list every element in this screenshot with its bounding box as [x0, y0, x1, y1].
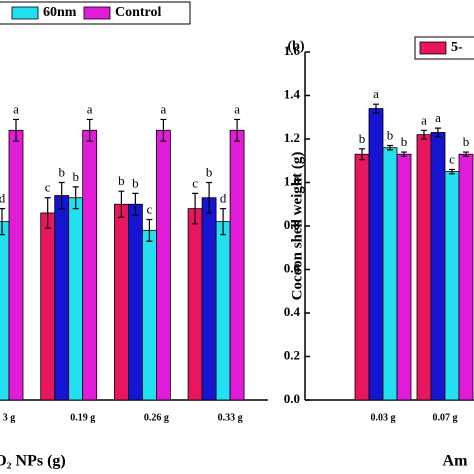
y-tick-label: 1.4	[284, 86, 301, 101]
significance-letter: b	[359, 131, 366, 146]
bar	[396, 153, 412, 401]
x-tick-label: 0.19 g	[70, 412, 95, 423]
significance-letter: c	[147, 201, 153, 216]
bar	[68, 197, 84, 401]
bar	[82, 129, 98, 401]
error-bar	[220, 208, 227, 236]
significance-letter: b	[387, 128, 394, 143]
error-bar	[160, 118, 167, 142]
x-axis-title: O₂ NPs (g)	[0, 453, 66, 470]
y-tick-label: 0.2	[284, 347, 300, 362]
bar	[430, 132, 446, 401]
error-bar	[132, 192, 139, 216]
x-tick-label: 0.07 g	[433, 412, 458, 423]
error-bar	[373, 103, 379, 114]
significance-letter: b	[463, 134, 470, 149]
bar	[458, 153, 474, 401]
y-tick-label: 1.6	[284, 43, 301, 58]
bar	[114, 203, 129, 401]
significance-letter: b	[118, 173, 125, 188]
x-tick-label: 0.26 g	[144, 412, 169, 423]
y-tick-label: 1.0	[284, 173, 300, 188]
legend-swatch	[11, 6, 39, 20]
error-bar	[72, 186, 79, 210]
bar	[127, 203, 143, 401]
y-tick-label: 1.2	[284, 130, 300, 145]
y-tick-label: 0.4	[284, 304, 301, 319]
significance-letter: c	[192, 175, 198, 190]
significance-letter: d	[220, 191, 227, 206]
y-axis-title: Cocoon shell weight (g)	[289, 152, 305, 301]
significance-letter: c	[45, 180, 51, 195]
y-tick-label: 0.6	[284, 260, 301, 275]
error-bar	[58, 181, 65, 210]
significance-letter: b	[206, 164, 213, 179]
error-bar	[13, 118, 19, 142]
bar	[54, 195, 70, 401]
error-bar	[359, 148, 365, 161]
bar	[141, 229, 157, 401]
x-tick-label: 0.33 g	[218, 412, 243, 423]
bar	[229, 129, 245, 401]
significance-letter: a	[87, 101, 93, 116]
error-bar	[421, 129, 427, 140]
significance-letter: b	[132, 175, 139, 190]
legend-label: 5-	[451, 40, 463, 55]
x-tick-label: 0.03 g	[371, 412, 396, 423]
significance-letter: a	[234, 101, 240, 116]
bar	[368, 108, 384, 401]
error-bar	[118, 190, 125, 218]
legend-swatch	[83, 6, 111, 20]
bar	[416, 134, 432, 401]
error-bar	[192, 192, 199, 225]
significance-letter: b	[401, 134, 408, 149]
y-tick-label: 0.8	[284, 217, 301, 232]
error-bar	[401, 151, 407, 157]
bar	[0, 221, 10, 401]
significance-letter: d	[0, 191, 6, 206]
error-bar	[234, 118, 241, 142]
error-bar	[146, 218, 153, 242]
bar	[382, 147, 398, 401]
significance-letter: c	[449, 151, 455, 166]
error-bar	[206, 181, 213, 214]
significance-letter: b	[72, 169, 79, 184]
panel-label: (b)	[287, 39, 304, 54]
error-bar	[86, 118, 93, 142]
significance-letter: a	[435, 110, 441, 125]
error-bar	[435, 127, 441, 138]
error-bar	[44, 197, 51, 229]
y-tick-label: 0.0	[284, 391, 300, 406]
error-bar	[449, 168, 455, 175]
significance-letter: a	[161, 101, 167, 116]
x-axis-title: Am	[443, 453, 469, 470]
legend-label: Control	[115, 5, 162, 20]
bar	[40, 212, 56, 401]
bar	[8, 129, 24, 401]
bar	[201, 197, 217, 401]
bar	[354, 153, 370, 401]
significance-letter: a	[13, 101, 19, 116]
legend-swatch	[419, 41, 447, 55]
legend-label: 60nm	[43, 5, 77, 20]
error-bar	[463, 151, 469, 157]
error-bar	[0, 208, 5, 236]
significance-letter: a	[373, 86, 379, 101]
bar	[187, 208, 203, 401]
bar	[215, 221, 231, 401]
significance-letter: b	[58, 164, 65, 179]
bar	[155, 129, 171, 401]
x-tick-label: 3 g	[3, 412, 16, 423]
bar	[444, 171, 460, 401]
significance-letter: a	[421, 112, 427, 127]
error-bar	[387, 144, 393, 151]
